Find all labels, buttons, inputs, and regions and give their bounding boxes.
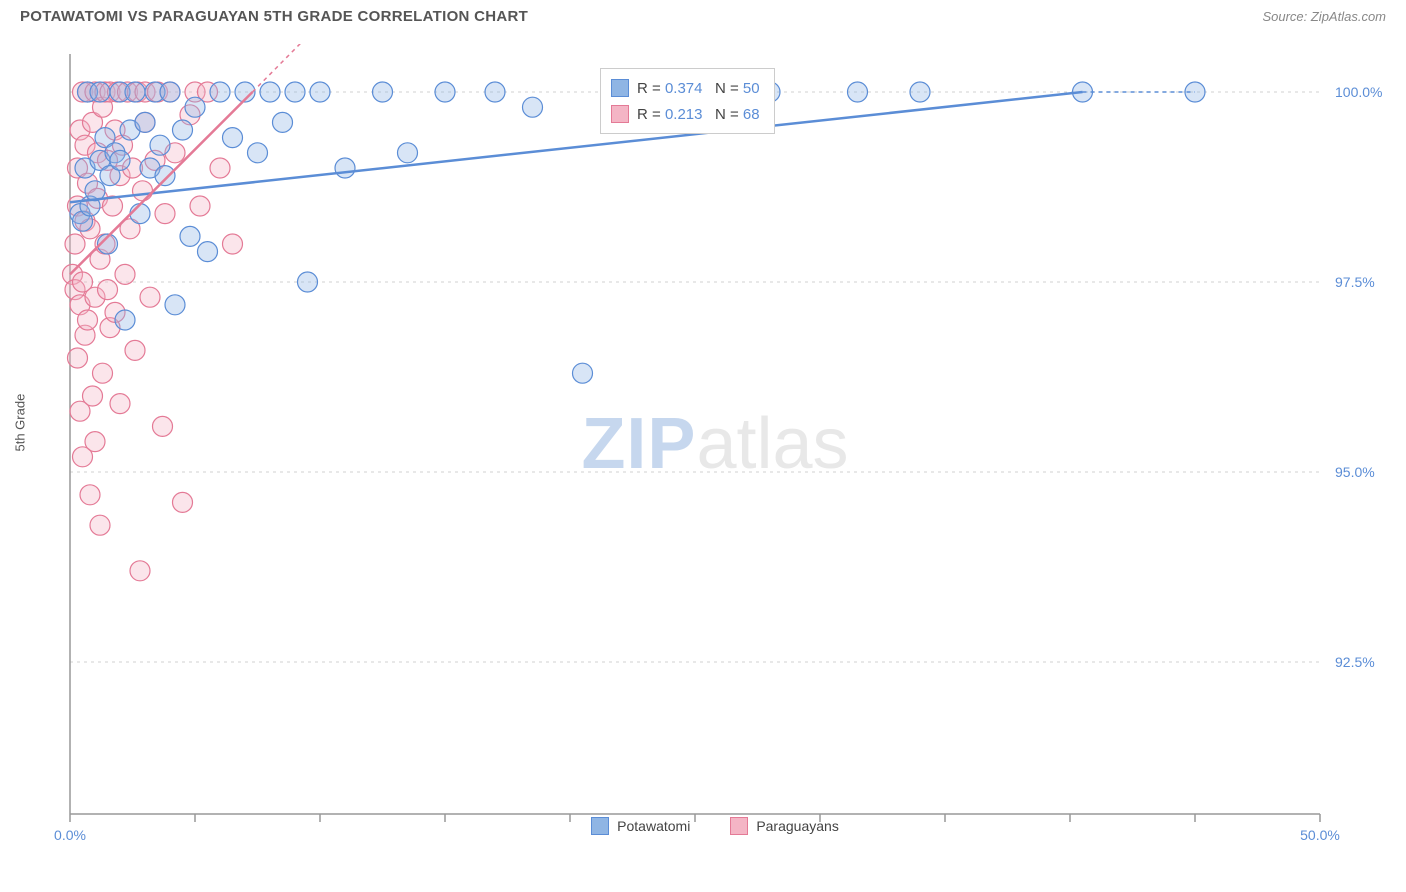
data-point — [298, 272, 318, 292]
data-point — [90, 515, 110, 535]
data-point — [573, 363, 593, 383]
data-point — [93, 363, 113, 383]
data-point — [65, 234, 85, 254]
chart-title: POTAWATOMI VS PARAGUAYAN 5TH GRADE CORRE… — [20, 8, 528, 25]
data-point — [248, 143, 268, 163]
y-tick-label: 97.5% — [1335, 274, 1375, 290]
data-point — [285, 82, 305, 102]
legend-label: Potawatomi — [617, 818, 690, 834]
data-point — [210, 158, 230, 178]
data-point — [78, 310, 98, 330]
data-point — [115, 310, 135, 330]
data-point — [185, 97, 205, 117]
data-point — [523, 97, 543, 117]
data-point — [273, 112, 293, 132]
data-point — [173, 492, 193, 512]
data-point — [83, 386, 103, 406]
data-point — [485, 82, 505, 102]
data-point — [223, 234, 243, 254]
legend-label: Paraguayans — [756, 818, 839, 834]
data-point — [140, 287, 160, 307]
legend-item: Potawatomi — [591, 817, 690, 835]
data-point — [110, 394, 130, 414]
legend-swatch — [591, 817, 609, 835]
scatter-chart: 92.5%95.0%97.5%100.0%0.0%50.0% — [40, 44, 1390, 844]
data-point — [373, 82, 393, 102]
data-point — [90, 82, 110, 102]
data-point — [155, 204, 175, 224]
series-legend: Potawatomi Paraguayans — [40, 817, 1390, 840]
data-point — [130, 204, 150, 224]
data-point — [115, 264, 135, 284]
data-point — [910, 82, 930, 102]
y-tick-label: 92.5% — [1335, 654, 1375, 670]
data-point — [110, 150, 130, 170]
data-point — [180, 226, 200, 246]
data-point — [173, 120, 193, 140]
data-point — [210, 82, 230, 102]
data-point — [310, 82, 330, 102]
data-point — [135, 112, 155, 132]
source-label: Source: ZipAtlas.com — [1262, 9, 1386, 24]
data-point — [125, 340, 145, 360]
data-point — [130, 561, 150, 581]
data-point — [133, 181, 153, 201]
data-point — [155, 166, 175, 186]
data-point — [153, 416, 173, 436]
data-point — [80, 485, 100, 505]
data-point — [125, 82, 145, 102]
legend-swatch — [611, 105, 629, 123]
stats-legend-row: R = 0.374 N = 50 — [611, 75, 760, 101]
data-point — [160, 82, 180, 102]
stats-legend: R = 0.374 N = 50 R = 0.213 N = 68 — [600, 68, 775, 134]
data-point — [223, 128, 243, 148]
legend-item: Paraguayans — [730, 817, 839, 835]
data-point — [85, 432, 105, 452]
y-axis-label: 5th Grade — [13, 394, 28, 452]
data-point — [150, 135, 170, 155]
stats-text: R = 0.213 N = 68 — [637, 106, 760, 123]
y-tick-label: 100.0% — [1335, 84, 1382, 100]
data-point — [68, 348, 88, 368]
data-point — [260, 82, 280, 102]
data-point — [335, 158, 355, 178]
data-point — [98, 280, 118, 300]
data-point — [435, 82, 455, 102]
data-point — [198, 242, 218, 262]
data-point — [848, 82, 868, 102]
stats-text: R = 0.374 N = 50 — [637, 80, 760, 97]
stats-legend-row: R = 0.213 N = 68 — [611, 101, 760, 127]
legend-swatch — [611, 79, 629, 97]
legend-swatch — [730, 817, 748, 835]
data-point — [398, 143, 418, 163]
y-tick-label: 95.0% — [1335, 464, 1375, 480]
trend-line — [70, 92, 1083, 202]
data-point — [190, 196, 210, 216]
data-point — [165, 295, 185, 315]
